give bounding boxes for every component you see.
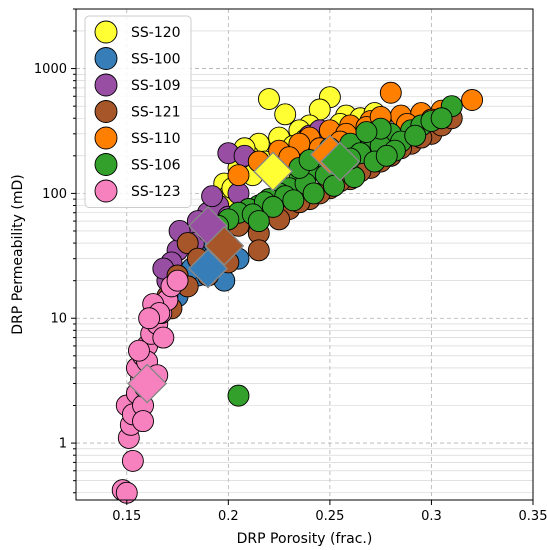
legend-label: SS-110	[131, 131, 181, 147]
data-point	[227, 384, 250, 407]
mean-marker-ss-120	[253, 151, 294, 192]
data-point	[258, 88, 280, 110]
legend-item-ss-100: SS-100	[94, 47, 181, 70]
legend: SS-120 SS-100 SS-109 SS-121 SS-110 SS-106 SS-1…	[84, 15, 192, 208]
y-tick-label: 1000	[34, 62, 67, 77]
data-point	[227, 164, 250, 187]
legend-marker	[94, 179, 118, 203]
data-point	[262, 195, 284, 218]
y-tick-label: 1	[59, 437, 67, 452]
x-axis-title: DRP Porosity (frac.)	[237, 531, 373, 547]
x-tick-label: 0.2	[218, 509, 239, 524]
data-point	[247, 239, 270, 262]
legend-marker	[94, 126, 118, 150]
legend-label: SS-121	[131, 105, 181, 121]
data-point	[379, 81, 402, 104]
data-point	[282, 189, 305, 212]
plot-frame	[75, 8, 534, 501]
data-point	[430, 107, 453, 130]
legend-label: SS-106	[131, 158, 181, 174]
mean-marker-ss-106	[320, 141, 361, 182]
mean-markers	[127, 134, 361, 404]
data-point	[128, 339, 150, 362]
x-tick-label: 0.3	[421, 509, 442, 524]
y-axis-title: DRP Permeability (mD)	[10, 174, 26, 334]
legend-item-ss-109: SS-109	[94, 73, 181, 97]
data-point	[274, 103, 297, 126]
legend-label: SS-123	[131, 184, 181, 200]
y-tick-label: 100	[42, 187, 67, 202]
data-point	[138, 307, 161, 330]
legend-label: SS-100	[131, 52, 181, 68]
x-tick-label: 0.15	[112, 509, 141, 524]
legend-marker	[94, 153, 118, 176]
x-tick-label: 0.35	[519, 509, 547, 524]
legend-label: SS-109	[131, 78, 181, 94]
data-point	[461, 89, 484, 111]
legend-marker	[94, 100, 118, 123]
legend-item-ss-110: SS-110	[94, 126, 181, 150]
mean-marker-ss-121	[204, 225, 245, 266]
y-tick-label: 10	[50, 312, 67, 327]
legend-marker	[94, 20, 118, 44]
legend-item-ss-123: SS-123	[94, 179, 181, 203]
data-point	[247, 210, 270, 233]
legend-marker	[94, 73, 118, 97]
legend-marker	[94, 47, 118, 70]
data-point	[201, 185, 224, 208]
data-point	[404, 124, 427, 147]
data-point	[132, 410, 154, 433]
data-point	[152, 326, 175, 349]
data-point	[375, 144, 398, 167]
legend-item-ss-106: SS-106	[94, 153, 181, 176]
legend-item-ss-120: SS-120	[94, 20, 181, 44]
x-tick-label: 0.25	[315, 509, 344, 524]
axis-ticks: 0.15 0.2 0.25 0.3 0.35 1 10 100 1000	[34, 8, 547, 524]
data-point	[302, 182, 325, 205]
mean-marker-ss-123	[127, 363, 168, 404]
data-point	[121, 449, 144, 472]
legend-item-ss-121: SS-121	[94, 100, 181, 123]
legend-label: SS-120	[131, 25, 181, 41]
data-point	[166, 269, 189, 292]
data-point	[176, 232, 199, 255]
data-point	[355, 121, 378, 144]
